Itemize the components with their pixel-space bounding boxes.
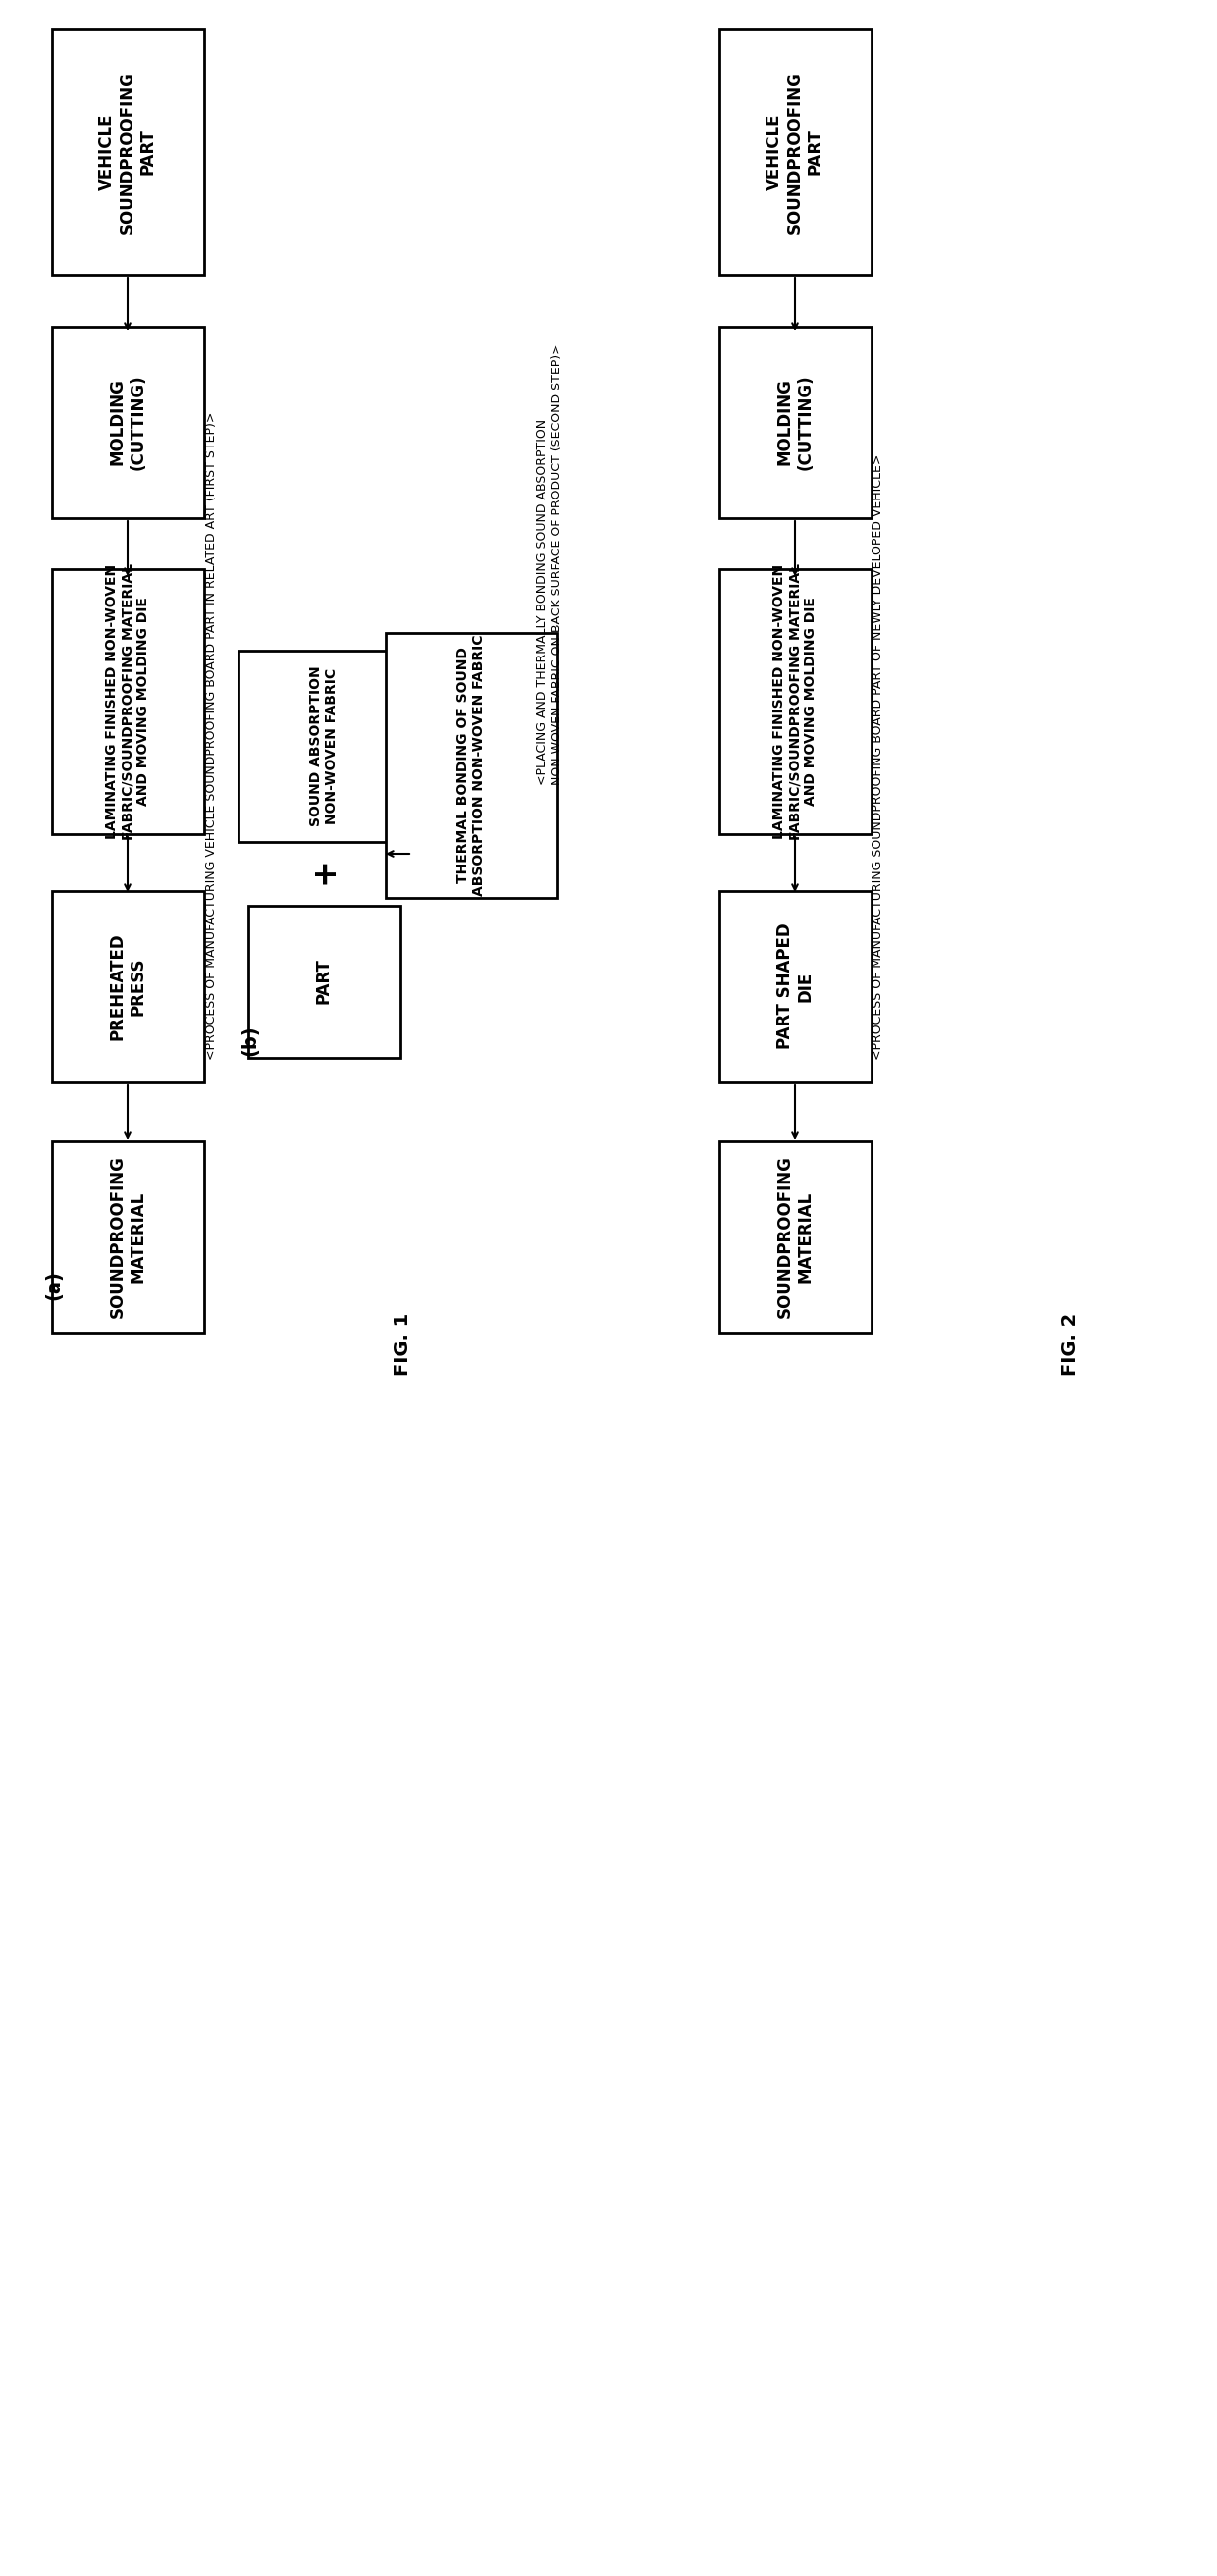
Bar [386, 634, 557, 899]
Text: THERMAL BONDING OF SOUND
ABSORPTION NON-WOVEN FABRIC: THERMAL BONDING OF SOUND ABSORPTION NON-… [456, 634, 486, 896]
Text: VEHICLE
SOUNDPROOFING
PART: VEHICLE SOUNDPROOFING PART [765, 70, 824, 234]
Text: LAMINATING FINISHED NON-WOVEN
FABRIC/SOUNDPROOFING MATERIAL
AND MOVING MOLDING D: LAMINATING FINISHED NON-WOVEN FABRIC/SOU… [105, 564, 151, 840]
Text: PART SHAPED
DIE: PART SHAPED DIE [776, 922, 814, 1048]
Text: PREHEATED
PRESS: PREHEATED PRESS [108, 933, 146, 1041]
Bar [719, 327, 871, 518]
Text: PART: PART [315, 958, 332, 1005]
Text: SOUNDPROOFING
MATERIAL: SOUNDPROOFING MATERIAL [776, 1154, 814, 1319]
Text: (b): (b) [241, 1025, 259, 1056]
Bar [51, 569, 203, 835]
Text: LAMINATING FINISHED NON-WOVEN
FABRIC/SOUNDPROOFING MATERIAL
AND MOVING MOLDING D: LAMINATING FINISHED NON-WOVEN FABRIC/SOU… [773, 564, 818, 840]
Text: +: + [308, 858, 340, 884]
Bar [51, 28, 203, 276]
Text: MOLDING
(CUTTING): MOLDING (CUTTING) [776, 374, 814, 469]
Text: MOLDING
(CUTTING): MOLDING (CUTTING) [108, 374, 146, 469]
Text: FIG. 1: FIG. 1 [393, 1314, 411, 1376]
Text: <PROCESS OF MANUFACTURING SOUNDPROOFING BOARD PART OF NEWLY DEVELOPED VEHICLE>: <PROCESS OF MANUFACTURING SOUNDPROOFING … [873, 453, 885, 1059]
Text: SOUNDPROOFING
MATERIAL: SOUNDPROOFING MATERIAL [108, 1154, 146, 1319]
Bar [51, 1141, 203, 1332]
Text: (a): (a) [45, 1270, 63, 1301]
Bar [719, 28, 871, 276]
Bar [51, 327, 203, 518]
Bar [51, 891, 203, 1082]
Bar [239, 649, 410, 842]
Bar [719, 1141, 871, 1332]
Bar [719, 891, 871, 1082]
Bar [719, 569, 871, 835]
Text: SOUND ABSORPTION
NON-WOVEN FABRIC: SOUND ABSORPTION NON-WOVEN FABRIC [309, 665, 338, 827]
Text: VEHICLE
SOUNDPROOFING
PART: VEHICLE SOUNDPROOFING PART [99, 70, 157, 234]
Text: <PLACING AND THERMALLY BONDING SOUND ABSORPTION
NON-WOVEN FABRIC ON BACK SURFACE: <PLACING AND THERMALLY BONDING SOUND ABS… [535, 343, 563, 786]
Text: FIG. 2: FIG. 2 [1060, 1314, 1079, 1376]
Text: <PROCESS OF MANUFACTURING VEHICLE SOUNDPROOFING BOARD PART IN RELATED ART (FIRST: <PROCESS OF MANUFACTURING VEHICLE SOUNDP… [204, 412, 218, 1059]
Bar [248, 904, 400, 1056]
